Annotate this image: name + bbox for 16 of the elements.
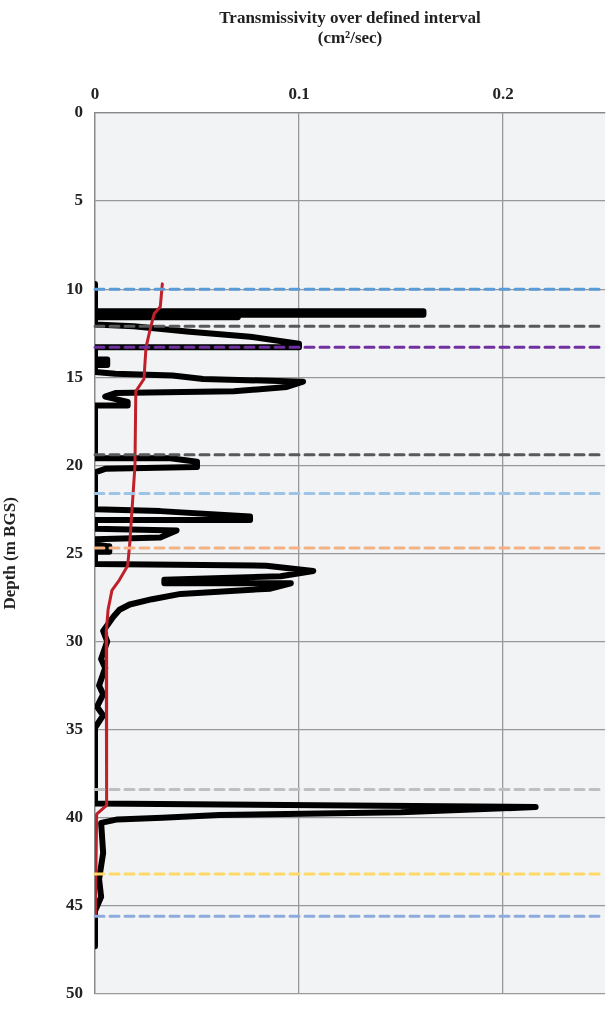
x-tick-label: 0.1 [288,84,310,104]
y-tick-label: 5 [74,190,83,210]
y-tick-label: 45 [66,895,83,915]
y-tick-label: 10 [66,278,83,298]
y-tick-label: 0 [74,102,83,122]
x-axis-title: Transmissivity over defined interval (cm²/sec) [219,7,481,47]
y-tick-label: 40 [66,807,83,827]
y-tick-label: 35 [66,718,83,738]
y-tick-label: 50 [66,983,83,1003]
y-tick-label: 15 [66,366,83,386]
y-tick-label: 25 [66,542,83,562]
y-axis-title: Depth (m BGS) [0,497,19,610]
y-tick-label: 20 [66,454,83,474]
x-tick-label: 0 [90,84,100,104]
y-tick-label: 30 [66,630,83,650]
x-tick-label: 0.2 [492,84,514,104]
